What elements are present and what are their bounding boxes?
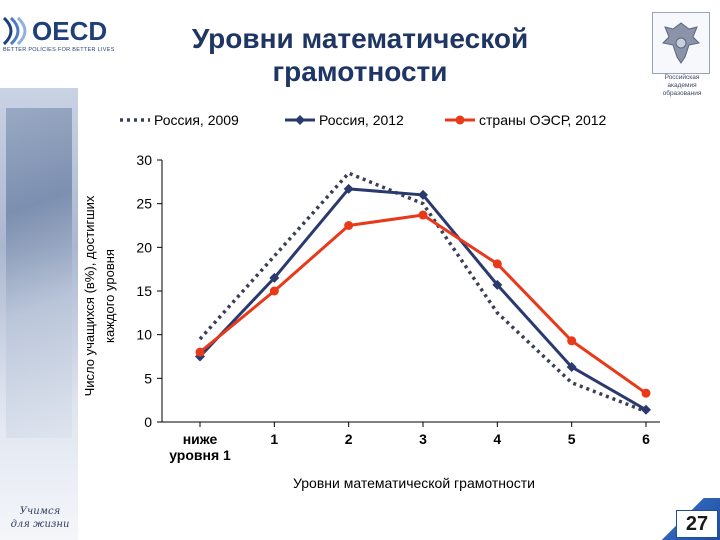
x-tick-label: 5 [568, 431, 576, 447]
emblem-caption-line-3: образования [662, 90, 702, 97]
y-tick-label: 5 [144, 370, 152, 386]
y-tick-label: 0 [144, 414, 152, 430]
oecd-logo-tagline: BETTER POLICIES FOR BETTER LIVES [3, 47, 115, 53]
series-2-point [418, 210, 428, 220]
emblem-caption: Российская академия образования [650, 74, 714, 98]
series-2-point [269, 286, 279, 296]
series-1-point [343, 183, 354, 194]
series-1-point [269, 272, 280, 283]
legend-label-0: Россия, 2009 [154, 112, 239, 128]
students-photo [6, 108, 72, 438]
academy-emblem [652, 12, 710, 74]
left-decorative-strip [0, 88, 78, 540]
x-tick-label: уровня 1 [169, 447, 231, 463]
emblem-caption-line-1: Российская [664, 74, 700, 81]
left-caption-line-1: Учимся [19, 506, 61, 517]
series-2-point [344, 221, 354, 230]
y-tick-label: 30 [136, 152, 152, 168]
x-tick-label: ниже [183, 431, 218, 447]
series-2-point [195, 347, 205, 357]
page-title-line-1: Уровни математической [191, 23, 529, 54]
double-eagle-icon [661, 22, 701, 64]
series-1-point [492, 279, 503, 290]
x-tick-label: 3 [419, 431, 427, 447]
legend-label-1: Россия, 2012 [319, 112, 404, 128]
y-axis-label: каждого уровня [102, 249, 117, 343]
x-axis-label: Уровни математической грамотности [293, 475, 535, 491]
y-tick-label: 15 [136, 283, 152, 299]
y-axis-label: Число учащихся (в%), достигших [82, 195, 97, 396]
page-number: 27 [676, 510, 718, 538]
series-2-point [492, 259, 502, 269]
y-tick-label: 20 [136, 239, 152, 255]
legend-label-2: страны ОЭСР, 2012 [479, 112, 607, 128]
x-tick-label: 6 [642, 431, 650, 447]
series-2-point [567, 336, 577, 346]
series-line-1 [198, 187, 647, 412]
series-1-point [641, 404, 651, 415]
left-caption-line-2: для жизни [10, 519, 70, 530]
series-1-point [418, 189, 428, 200]
page-title: Уровни математической грамотности [130, 22, 590, 88]
oecd-logo: OECD BETTER POLICIES FOR BETTER LIVES [0, 6, 118, 53]
oecd-logo-icon [2, 16, 27, 46]
y-tick-label: 10 [136, 327, 152, 343]
x-tick-label: 1 [270, 431, 278, 447]
series-line-2 [199, 213, 647, 395]
series-1-point [566, 361, 577, 372]
oecd-logo-text: OECD [32, 16, 108, 46]
legend-marker-1 [295, 115, 305, 125]
x-tick-label: 2 [345, 431, 353, 447]
emblem-caption-line-2: академия [667, 82, 697, 89]
page-title-line-2: грамотности [272, 56, 448, 87]
legend-marker-2 [455, 115, 465, 125]
series-line-0 [198, 171, 647, 414]
y-tick-label: 25 [136, 196, 152, 212]
x-tick-label: 4 [493, 431, 501, 447]
series-2-point [641, 388, 651, 398]
left-caption: Учимся для жизни [2, 505, 78, 531]
